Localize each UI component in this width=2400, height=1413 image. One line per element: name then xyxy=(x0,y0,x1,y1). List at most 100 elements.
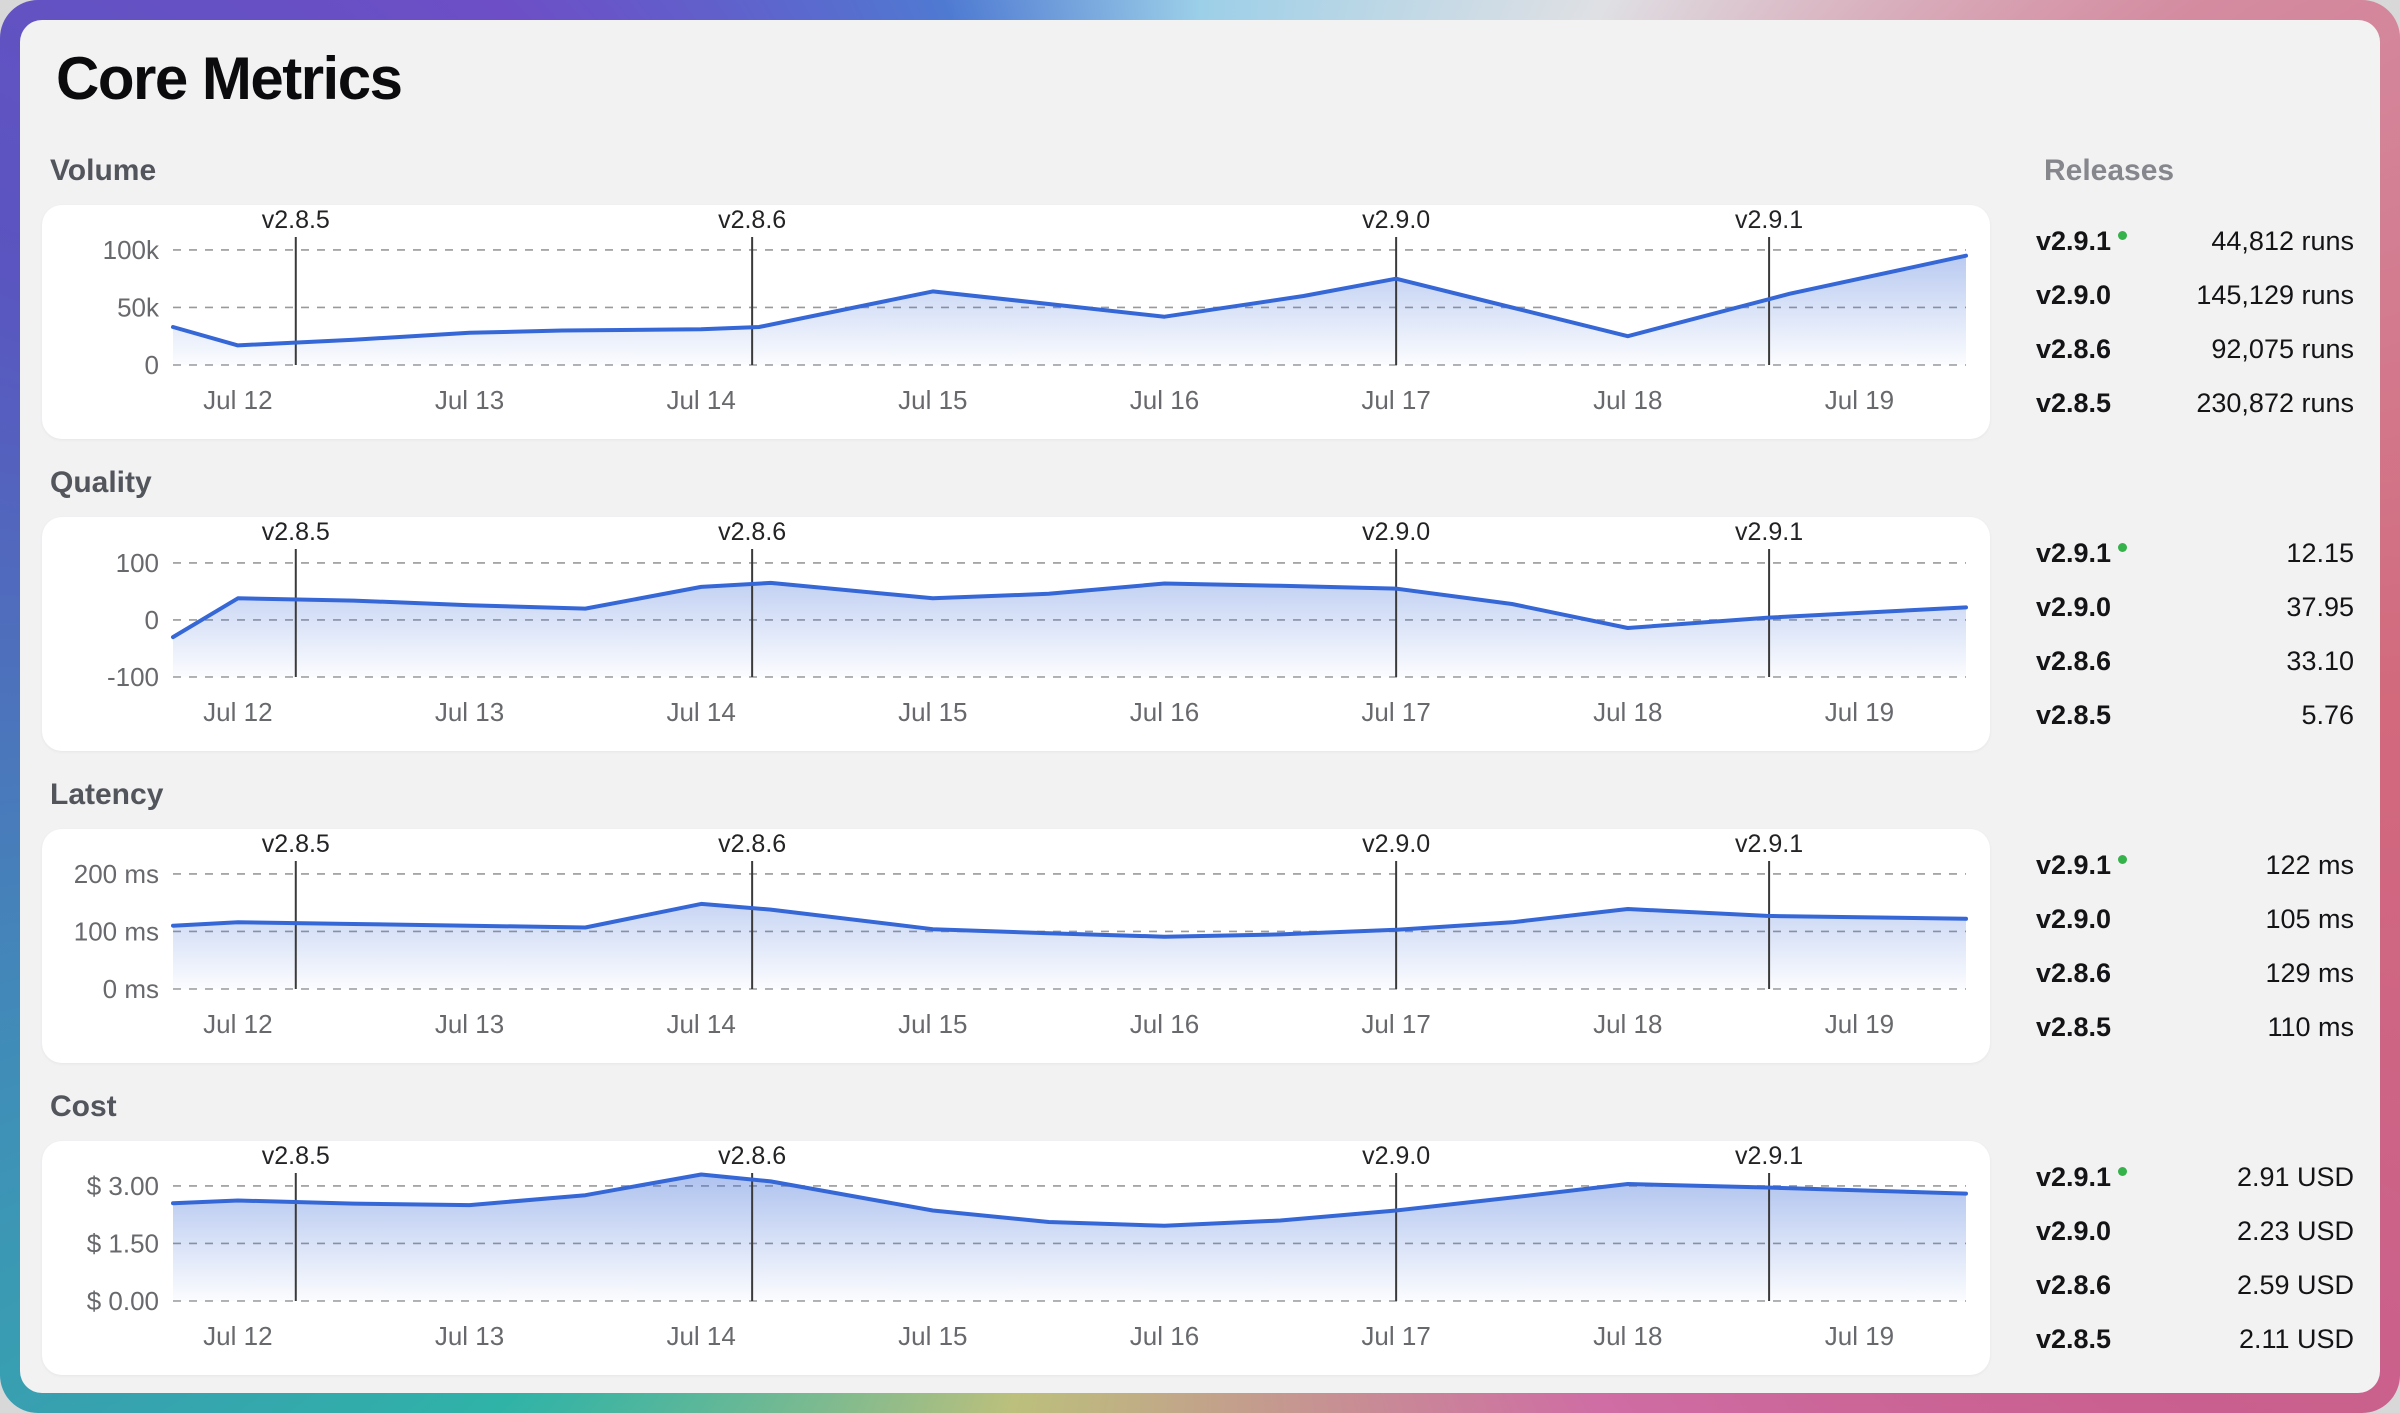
svg-text:Jul 13: Jul 13 xyxy=(435,697,504,727)
release-version: v2.9.1 xyxy=(2036,850,2128,881)
latency-chart-card: 0 ms 100 ms 200 ms Jul 12 Jul 13 Jul 14 Jul 15… xyxy=(42,829,1990,1063)
volume-chart-svg: 0 50k 100k Jul 12 Jul 13 Jul 14 Jul 15 Jul 16 Ju… xyxy=(103,206,1968,415)
svg-text:Jul 13: Jul 13 xyxy=(435,1321,504,1351)
svg-text:Jul 15: Jul 15 xyxy=(898,1009,967,1039)
release-value: 44,812 runs xyxy=(2211,225,2354,256)
svg-text:Jul 19: Jul 19 xyxy=(1825,1009,1894,1039)
release-row: v2.8.5 2.11 USD xyxy=(2036,1312,2354,1366)
svg-text:Jul 12: Jul 12 xyxy=(203,697,272,727)
section-label-quality: Quality xyxy=(50,466,152,499)
release-value: 92,075 runs xyxy=(2211,333,2354,364)
latency-chart: 0 ms 100 ms 200 ms Jul 12 Jul 13 Jul 14 Jul 15… xyxy=(42,829,1990,1063)
release-row: v2.9.0 105 ms xyxy=(2036,892,2354,946)
section-row-cost: Cost $ 0.00 $ 1.50 $ 3.00 Jul 12 Jul 13 Jul 1… xyxy=(42,1079,2354,1375)
svg-text:Jul 12: Jul 12 xyxy=(203,385,272,415)
section-label-latency: Latency xyxy=(50,778,164,811)
svg-text:$ 3.00: $ 3.00 xyxy=(87,1171,159,1201)
release-row: v2.8.5 5.76 xyxy=(2036,688,2354,742)
release-row: v2.9.1 2.91 USD xyxy=(2036,1150,2354,1204)
release-row: v2.8.5 110 ms xyxy=(2036,1000,2354,1054)
latency-chart-svg: 0 ms 100 ms 200 ms Jul 12 Jul 13 Jul 14 Jul 15… xyxy=(74,830,1968,1039)
release-row: v2.9.1 122 ms xyxy=(2036,838,2354,892)
quality-chart-svg: -100 0 100 Jul 12 Jul 13 Jul 14 Jul 15 Jul 16 Ju… xyxy=(107,518,1968,727)
release-row: v2.9.0 145,129 runs xyxy=(2036,268,2354,322)
svg-text:v2.9.0: v2.9.0 xyxy=(1362,830,1430,858)
release-version: v2.9.0 xyxy=(2036,1215,2112,1246)
svg-text:Jul 18: Jul 18 xyxy=(1593,1321,1662,1351)
svg-text:Jul 16: Jul 16 xyxy=(1130,697,1199,727)
release-value: 5.76 xyxy=(2301,699,2354,730)
release-value: 2.59 USD xyxy=(2236,1269,2354,1300)
release-version: v2.9.1 xyxy=(2036,226,2128,257)
svg-text:Jul 15: Jul 15 xyxy=(898,697,967,727)
svg-text:Jul 18: Jul 18 xyxy=(1593,385,1662,415)
section-row-latency: Latency 0 ms 100 ms 200 ms Jul 12 Jul 13 Jul … xyxy=(42,767,2354,1063)
page-title: Core Metrics xyxy=(56,45,403,112)
latest-dot xyxy=(2118,542,2128,552)
release-value: 33.10 xyxy=(2286,645,2354,676)
svg-text:Jul 13: Jul 13 xyxy=(435,1009,504,1039)
svg-text:Jul 19: Jul 19 xyxy=(1825,1321,1894,1351)
svg-text:v2.9.0: v2.9.0 xyxy=(1362,518,1430,546)
svg-text:v2.8.5: v2.8.5 xyxy=(262,1142,330,1170)
svg-text:Jul 12: Jul 12 xyxy=(203,1321,272,1351)
svg-text:v2.8.6: v2.8.6 xyxy=(718,206,786,234)
release-version: v2.9.0 xyxy=(2036,903,2112,934)
volume-chart-card: 0 50k 100k Jul 12 Jul 13 Jul 14 Jul 15 Jul 16 Ju… xyxy=(42,205,1990,439)
release-row: v2.9.1 12.15 xyxy=(2036,526,2354,580)
release-value: 2.11 USD xyxy=(2238,1323,2354,1354)
release-row: v2.8.6 129 ms xyxy=(2036,946,2354,1000)
core-metrics-panel: Core Metrics Volume 0 50k 100k Jul 12 Jul 13… xyxy=(20,20,2380,1393)
svg-text:100k: 100k xyxy=(103,235,160,265)
release-version: v2.8.6 xyxy=(2036,1269,2112,1300)
cost-chart-card: $ 0.00 $ 1.50 $ 3.00 Jul 12 Jul 13 Jul 14 Jul … xyxy=(42,1141,1990,1375)
svg-text:v2.8.6: v2.8.6 xyxy=(718,830,786,858)
quality-chart: -100 0 100 Jul 12 Jul 13 Jul 14 Jul 15 Jul 16 Ju… xyxy=(42,517,1990,751)
svg-text:50k: 50k xyxy=(117,292,160,322)
svg-text:v2.9.1: v2.9.1 xyxy=(1735,1142,1803,1170)
svg-text:100: 100 xyxy=(116,548,159,578)
section-label-cost: Cost xyxy=(50,1090,117,1123)
svg-text:0 ms: 0 ms xyxy=(103,974,159,1004)
svg-text:Jul 19: Jul 19 xyxy=(1825,385,1894,415)
release-group-quality: v2.9.1 12.15 v2.9.0 37.95 v2.8.6 33.10 v… xyxy=(2036,517,2354,751)
release-version: v2.8.6 xyxy=(2036,645,2112,676)
release-value: 37.95 xyxy=(2286,591,2354,622)
svg-text:Jul 17: Jul 17 xyxy=(1361,697,1430,727)
svg-text:Jul 16: Jul 16 xyxy=(1130,1321,1199,1351)
svg-text:Jul 14: Jul 14 xyxy=(666,1009,735,1039)
release-version: v2.9.0 xyxy=(2036,591,2112,622)
svg-text:Jul 19: Jul 19 xyxy=(1825,697,1894,727)
volume-chart: 0 50k 100k Jul 12 Jul 13 Jul 14 Jul 15 Jul 16 Ju… xyxy=(42,205,1990,439)
svg-text:Jul 16: Jul 16 xyxy=(1130,385,1199,415)
cost-chart-svg: $ 0.00 $ 1.50 $ 3.00 Jul 12 Jul 13 Jul 14 Jul … xyxy=(87,1142,1968,1351)
svg-text:Jul 14: Jul 14 xyxy=(666,1321,735,1351)
svg-text:v2.8.5: v2.8.5 xyxy=(262,518,330,546)
cost-chart: $ 0.00 $ 1.50 $ 3.00 Jul 12 Jul 13 Jul 14 Jul … xyxy=(42,1141,1990,1375)
svg-text:v2.9.1: v2.9.1 xyxy=(1735,518,1803,546)
release-row: v2.8.6 33.10 xyxy=(2036,634,2354,688)
svg-text:Jul 16: Jul 16 xyxy=(1130,1009,1199,1039)
release-value: 122 ms xyxy=(2265,849,2354,880)
svg-text:v2.8.5: v2.8.5 xyxy=(262,830,330,858)
release-version: v2.9.1 xyxy=(2036,538,2128,569)
release-value: 2.23 USD xyxy=(2236,1215,2354,1246)
release-value: 2.91 USD xyxy=(2236,1161,2354,1192)
release-row: v2.9.1 44,812 runs xyxy=(2036,214,2354,268)
release-version: v2.8.6 xyxy=(2036,333,2112,364)
release-row: v2.8.6 92,075 runs xyxy=(2036,322,2354,376)
svg-text:100 ms: 100 ms xyxy=(74,916,159,946)
svg-text:$ 0.00: $ 0.00 xyxy=(87,1286,159,1316)
release-version: v2.9.1 xyxy=(2036,1162,2128,1193)
release-group-cost: v2.9.1 2.91 USD v2.9.0 2.23 USD v2.8.6 2… xyxy=(2036,1141,2354,1375)
release-value: 129 ms xyxy=(2265,957,2354,988)
svg-text:v2.8.6: v2.8.6 xyxy=(718,1142,786,1170)
release-group-latency: v2.9.1 122 ms v2.9.0 105 ms v2.8.6 129 m… xyxy=(2036,829,2354,1063)
svg-text:200 ms: 200 ms xyxy=(74,859,159,889)
release-version: v2.8.5 xyxy=(2036,1323,2112,1354)
svg-text:$ 1.50: $ 1.50 xyxy=(87,1228,159,1258)
release-version: v2.9.0 xyxy=(2036,279,2112,310)
svg-text:Jul 17: Jul 17 xyxy=(1361,1009,1430,1039)
svg-text:Jul 12: Jul 12 xyxy=(203,1009,272,1039)
